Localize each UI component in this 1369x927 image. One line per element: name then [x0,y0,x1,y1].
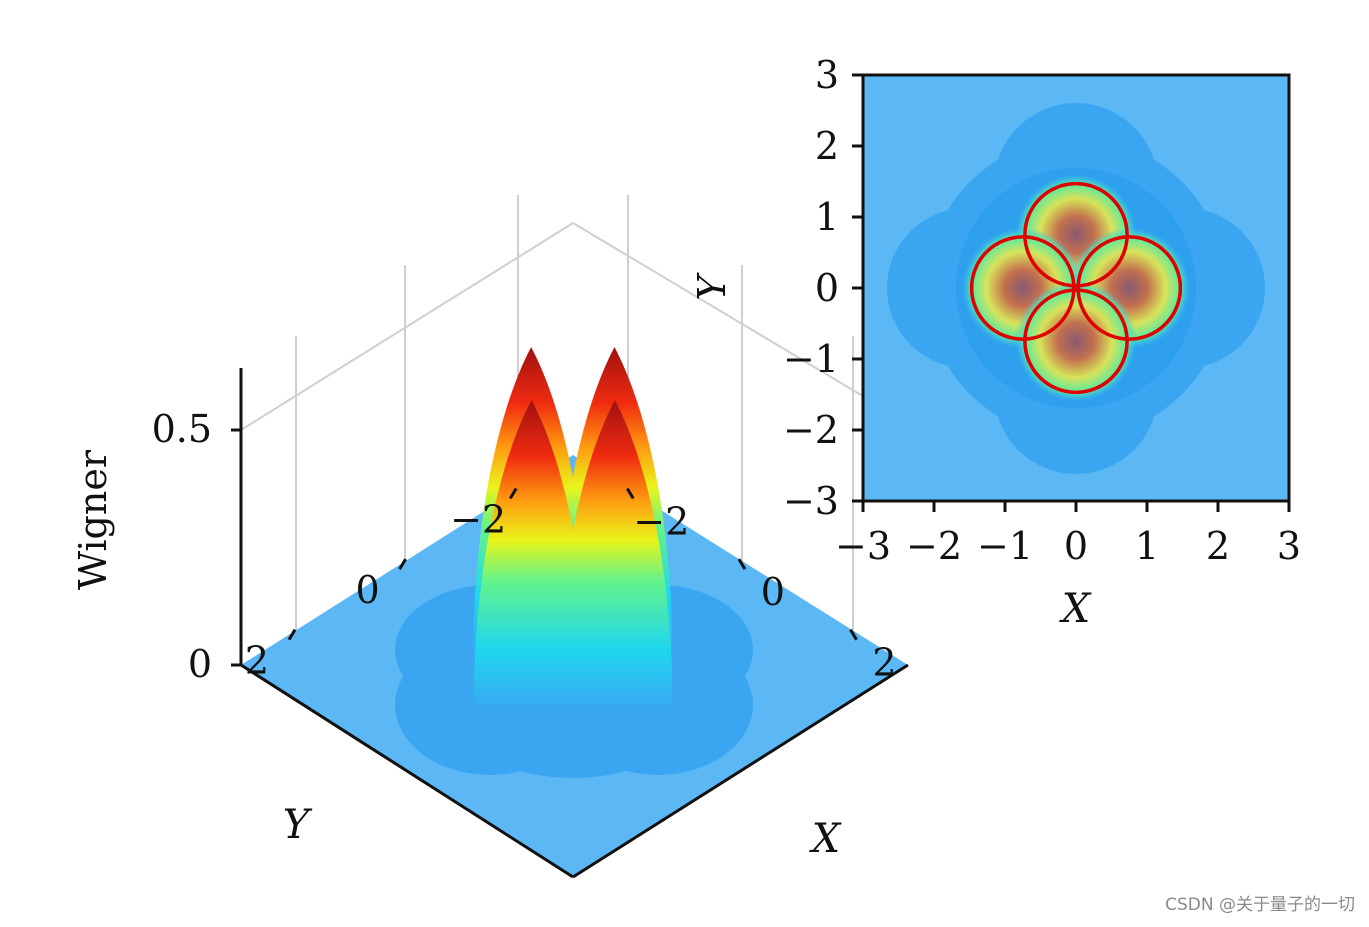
heatmap-peaks [962,174,1190,402]
y-tick-label: −2 [450,498,506,542]
y-axis-label-heatmap: Y [690,272,734,301]
y-tick [287,628,297,641]
heatmap-y-tick-label: 3 [815,53,839,97]
x-axis-line [572,663,909,879]
heatmap-peak [1015,280,1137,402]
axes-3d [239,368,909,879]
surface-3d-panel: 00.5−202−202 Wigner Y X [71,195,909,879]
y-tick [398,558,407,570]
heatmap-panel: −3 −2 −1 0 1 2 3 −3 −2 −1 0 1 2 3 X Y [690,53,1301,632]
heatmap-x-tick-label: 1 [1135,524,1159,568]
z-axis-label: Wigner [71,449,115,590]
x-tick [737,558,747,570]
x-tick [849,628,858,641]
ticks-heatmap: −3 −2 −1 0 1 2 3 −3 −2 −1 0 1 2 3 [783,53,1301,568]
z-tick-label: 0 [188,642,212,686]
x-tick-label: −2 [633,500,689,544]
surface-peaks [473,347,673,712]
x-tick-label: 2 [872,641,896,685]
ticks-3d: 00.5−202−202 [152,407,897,686]
heatmap-circle [1076,235,1183,341]
heatmap-y-tick-label: −1 [783,337,839,381]
x-axis-label-heatmap: X [1059,586,1092,632]
y-tick-label: 2 [245,639,269,683]
heatmap-circles [969,181,1183,395]
heatmap-y-tick-label: 0 [815,266,839,310]
heatmap-x-tick-label: 3 [1277,524,1301,568]
grid-lines [240,195,909,630]
heatmap-x-tick-label: −3 [835,524,891,568]
heatmap-x-tick-label: 0 [1064,524,1088,568]
watermark: CSDN @关于量子的一切 [1165,895,1355,915]
y-axis-line [240,663,574,879]
heatmap-x-tick-label: 2 [1206,524,1230,568]
surface-peak [473,400,590,712]
heatmap-circle [1023,181,1129,288]
x-tick [626,487,635,500]
y-tick [508,487,518,500]
heatmap-x-tick-label: −1 [977,524,1033,568]
z-tick-label: 0.5 [152,407,212,451]
x-tick-label: 0 [761,570,785,614]
heatmap-circle [969,235,1076,341]
heatmap-y-tick-label: 1 [815,195,839,239]
heatmap-y-tick-label: −3 [783,479,839,523]
heatmap-y-tick-label: 2 [815,124,839,168]
y-axis-label-3d: Y [283,802,313,848]
heatmap-y-tick-label: −2 [783,408,839,452]
y-tick-label: 0 [356,568,380,612]
heatmap-circle [1023,288,1129,395]
heatmap-x-tick-label: −2 [906,524,962,568]
x-axis-label-3d: X [809,816,842,862]
